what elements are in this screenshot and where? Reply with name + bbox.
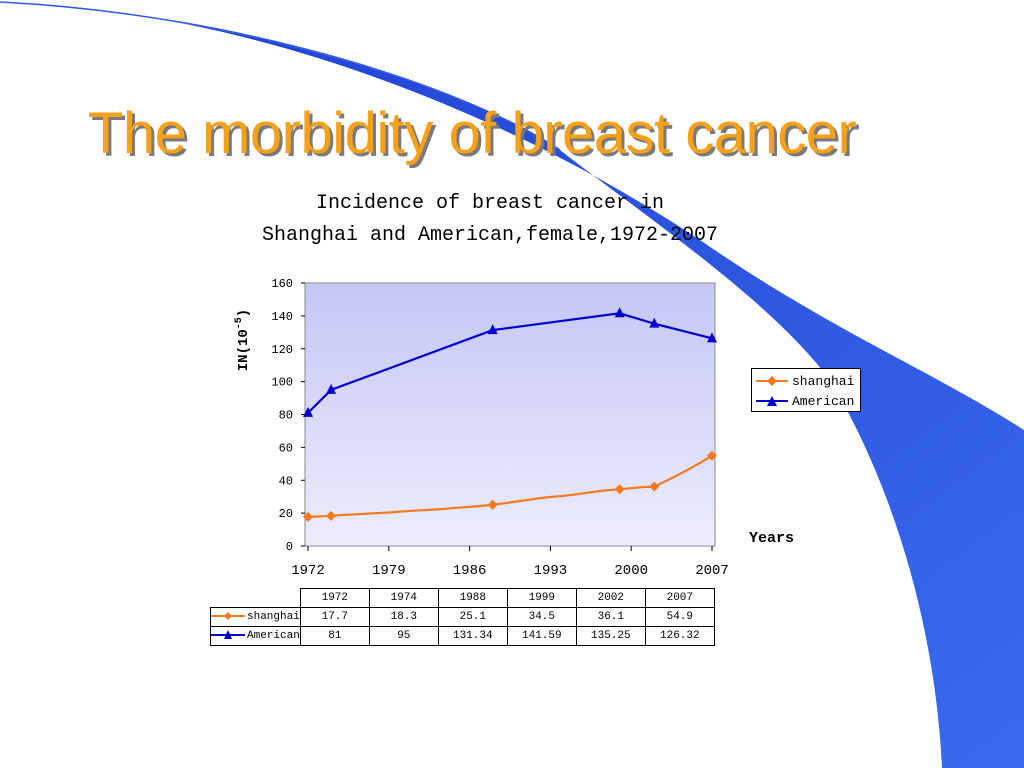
data-point-american — [326, 383, 337, 394]
american-marker-icon — [756, 396, 788, 406]
shanghai-marker-icon — [211, 612, 245, 621]
table-row-label: American — [247, 630, 300, 642]
y-tick-label: 40 — [279, 474, 293, 488]
shanghai-marker-icon — [756, 376, 788, 386]
table-cell: 17.7 — [299, 607, 370, 627]
table-row-header-american: American — [210, 626, 301, 646]
y-tick-label: 160 — [271, 277, 293, 291]
x-tick-label: 2007 — [695, 563, 729, 579]
table-row-label: shanghai — [247, 611, 300, 623]
data-point-american — [303, 406, 313, 417]
data-point-shanghai — [303, 511, 313, 522]
legend-item-shanghai: shanghai — [756, 371, 856, 391]
slide-title: The morbidity of breast cancer — [88, 101, 857, 166]
chart-title-line-2: Shanghai and American,female,1972-2007 — [261, 224, 719, 247]
table-year: 2002 — [575, 588, 646, 608]
series-line-shanghai — [307, 454, 713, 519]
table-header-row: 1972 1974 1988 1999 2002 2007 — [210, 588, 715, 608]
legend-label-american: American — [792, 393, 855, 409]
y-tick-label: 140 — [271, 310, 293, 324]
x-tick-label: 1979 — [372, 563, 406, 579]
table-corner — [210, 588, 301, 608]
table-cell: 25.1 — [437, 607, 508, 627]
chart-legend: shanghai American — [751, 368, 861, 412]
x-axis-label: Years — [749, 530, 794, 547]
american-marker-icon — [211, 630, 245, 640]
x-tick-label: 1993 — [534, 563, 568, 579]
table-cell: 141.59 — [506, 626, 577, 646]
y-axis-label: IN(10-5) — [234, 309, 252, 371]
table-row-header-shanghai: shanghai — [210, 607, 301, 627]
table-year: 2007 — [644, 588, 715, 608]
table-cell: 135.25 — [575, 626, 646, 646]
table-year: 1999 — [506, 588, 577, 608]
table-cell: 131.34 — [437, 626, 508, 646]
y-tick-label: 20 — [279, 507, 293, 521]
table-cell: 95 — [368, 626, 439, 646]
y-tick-label: 0 — [286, 540, 293, 554]
table-year: 1988 — [437, 588, 508, 608]
table-cell: 34.5 — [506, 607, 577, 627]
y-tick-label: 60 — [279, 441, 293, 455]
data-point-shanghai — [487, 499, 498, 510]
x-tick-label: 1972 — [291, 563, 325, 579]
x-tick-label: 1986 — [453, 563, 487, 579]
table-cell: 54.9 — [644, 607, 715, 627]
x-tick-label: 2000 — [614, 563, 648, 579]
table-year: 1974 — [368, 588, 439, 608]
y-tick-label: 80 — [279, 409, 293, 423]
data-point-american — [614, 307, 625, 318]
table-cell: 81 — [299, 626, 370, 646]
data-table: 1972 1974 1988 1999 2002 2007 shanghai 1… — [210, 588, 715, 646]
legend-item-american: American — [756, 391, 856, 411]
data-point-american — [487, 324, 498, 335]
table-row: American 81 95 131.34 141.59 135.25 126.… — [210, 626, 715, 646]
chart-title-line-1: Incidence of breast cancer in — [315, 192, 665, 215]
decorative-curve-line — [0, 1, 561, 151]
data-point-shanghai — [326, 510, 337, 521]
table-cell: 36.1 — [575, 607, 646, 627]
data-point-shanghai — [707, 450, 717, 461]
data-point-american — [707, 332, 717, 343]
legend-label-shanghai: shanghai — [792, 373, 855, 389]
y-tick-label: 120 — [271, 343, 293, 357]
table-cell: 126.32 — [644, 626, 715, 646]
data-point-shanghai — [614, 484, 625, 495]
table-cell: 18.3 — [368, 607, 439, 627]
y-tick-label: 100 — [271, 376, 293, 390]
table-year: 1972 — [299, 588, 370, 608]
table-row: shanghai 17.7 18.3 25.1 34.5 36.1 54.9 — [210, 607, 715, 627]
data-point-american — [649, 317, 660, 328]
data-point-shanghai — [649, 481, 660, 492]
